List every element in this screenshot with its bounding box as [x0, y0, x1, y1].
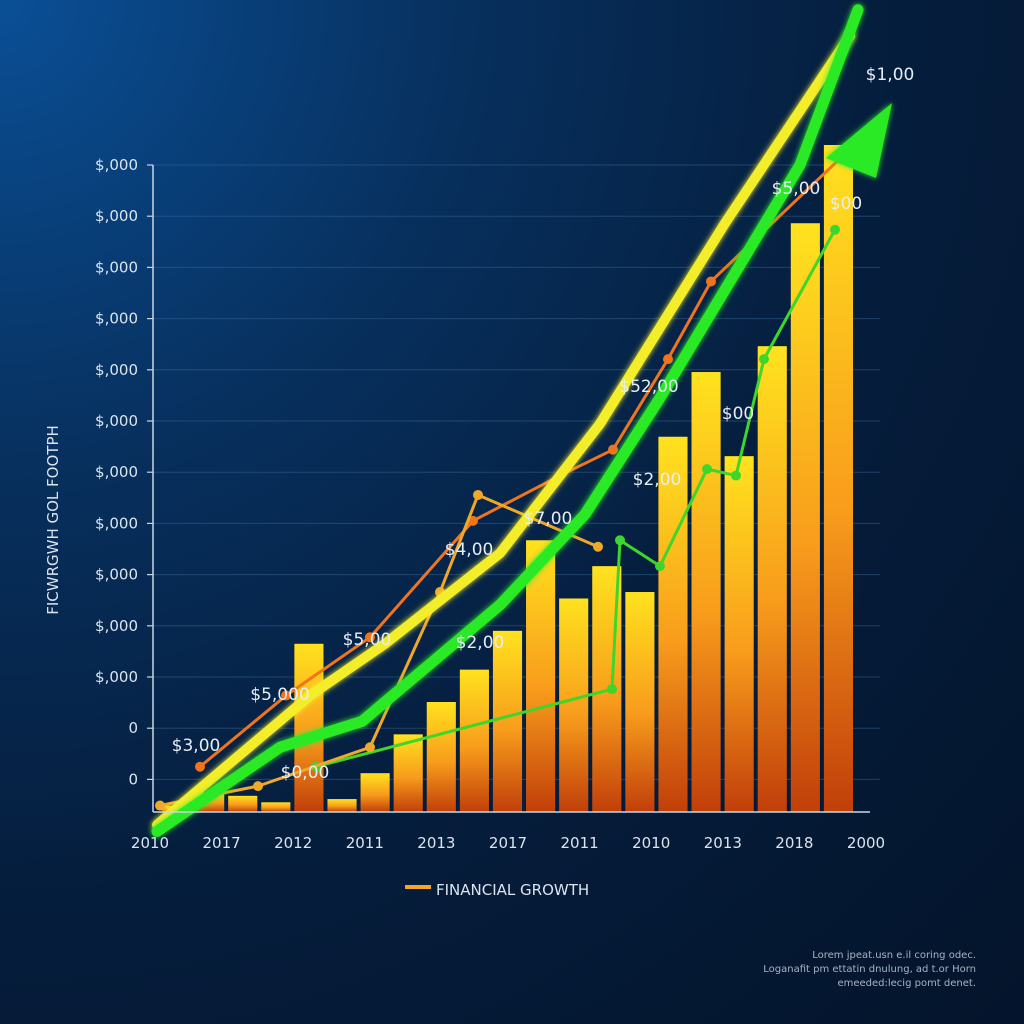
x-tick-label: 2012 [274, 834, 312, 852]
data-annotation: $4,00 [445, 540, 494, 560]
x-tick-label: 2011 [346, 834, 384, 852]
y-tick-label: $,000 [95, 412, 138, 430]
x-tick-label: 2018 [775, 834, 813, 852]
data-annotation: $2,00 [456, 633, 505, 653]
bar [691, 372, 721, 812]
series-point [655, 561, 665, 572]
trend-line [151, 4, 864, 837]
bar [724, 456, 754, 812]
footer-line-2: Loganafit pm ettatin dnulung, ad t.or Ho… [763, 964, 976, 975]
series-point [365, 742, 375, 753]
bar [426, 702, 456, 812]
series-line [159, 493, 599, 808]
legend-swatch [405, 885, 431, 889]
bar [492, 630, 523, 812]
data-annotation: $5,00 [772, 179, 821, 199]
series-point [468, 515, 478, 526]
series-line [315, 228, 837, 769]
trend-arrows [151, 4, 892, 837]
series-point [281, 690, 291, 701]
bar [327, 799, 357, 812]
series-point [365, 632, 375, 643]
trend-line [152, 30, 855, 830]
line-series [155, 153, 845, 811]
footer-line-3: emeeded:lecig pomt denet. [837, 978, 976, 989]
data-annotations: $1,00 $5,00 $00 $52,00 $00 $2,00 $7,00 $4,00 $5,… [172, 65, 915, 783]
y-tick-label: 0 [128, 719, 138, 737]
series-point [830, 224, 840, 235]
x-tick-label: 2011 [561, 834, 599, 852]
y-tick-label: $,000 [95, 668, 138, 686]
x-tick-label: 2010 [632, 834, 670, 852]
series-point [706, 276, 716, 287]
bar-series [161, 145, 854, 813]
data-annotation: $7,00 [524, 509, 573, 529]
y-tick-labels: $,000 $,000 $,000 $,000 $,000 $,000 $,000 $,000… [95, 156, 138, 788]
x-tick-label: 2000 [847, 834, 885, 852]
data-annotation: $0,00 [281, 763, 330, 783]
x-tick-label: 2010 [131, 834, 169, 852]
x-tick-label: 2013 [417, 834, 455, 852]
y-tick-label: $,000 [95, 310, 138, 328]
series-point [593, 541, 603, 552]
data-annotation: $3,00 [172, 736, 221, 756]
bar [790, 223, 820, 813]
y-tick-label: $,000 [95, 566, 138, 584]
bar [228, 795, 258, 812]
y-tick-label: $,000 [95, 514, 138, 532]
series-point [155, 800, 165, 811]
data-annotation: $2,00 [633, 470, 682, 490]
series-point [759, 354, 769, 365]
bar [360, 773, 390, 812]
y-tick-label: $,000 [95, 258, 138, 276]
data-annotation: $00 [722, 404, 754, 424]
y-tick-label: 0 [128, 770, 138, 788]
trend-arrowhead [826, 103, 892, 178]
bar [459, 669, 489, 812]
legend-label: FINANCIAL GROWTH [436, 881, 589, 899]
series-point [608, 444, 618, 455]
x-tick-label: 2013 [704, 834, 742, 852]
bar [757, 346, 787, 812]
bar [393, 734, 423, 812]
y-tick-label: $,000 [95, 156, 138, 174]
bar [823, 145, 854, 812]
series-point [615, 535, 625, 546]
series-point [253, 781, 263, 792]
series-point [731, 470, 741, 481]
series-point [195, 761, 205, 772]
series-point [663, 354, 673, 365]
bar [526, 540, 556, 812]
bar [559, 598, 589, 812]
data-annotation: $5,000 [250, 685, 309, 705]
data-annotation: $52,00 [619, 377, 678, 397]
y-tick-label: $,000 [95, 617, 138, 635]
series-point [473, 489, 483, 500]
data-annotation: $5,00 [343, 630, 392, 650]
bar [658, 436, 688, 812]
series-point [702, 464, 712, 475]
y-axis-label: FICWRGWH GOL FOOTPH [44, 425, 62, 615]
y-tick-label: $,000 [95, 361, 138, 379]
x-tick-labels: 2010 2017 2012 2011 2013 2017 2011 2010 2013 2018… [131, 834, 885, 852]
footer-line-1: Lorem jpeat.usn e.il coring odec. [812, 950, 976, 961]
y-tick-label: $,000 [95, 207, 138, 225]
bar [625, 592, 655, 812]
x-tick-label: 2017 [203, 834, 241, 852]
bar [261, 802, 291, 812]
data-annotation: $1,00 [866, 65, 915, 85]
data-annotation: $00 [830, 194, 862, 214]
y-tick-label: $,000 [95, 463, 138, 481]
series-point [607, 684, 617, 695]
bar [294, 643, 324, 812]
x-tick-label: 2017 [489, 834, 527, 852]
